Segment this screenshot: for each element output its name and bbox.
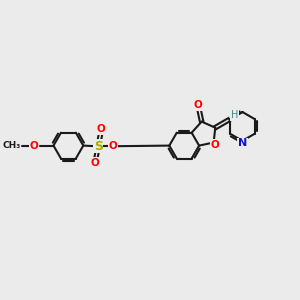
Text: O: O [194,100,203,110]
Text: S: S [94,140,103,153]
Text: H: H [231,110,238,120]
Text: N: N [238,138,247,148]
Text: O: O [109,141,117,151]
Text: O: O [91,158,100,168]
Text: O: O [97,124,106,134]
Text: O: O [211,140,220,150]
Text: CH₃: CH₃ [2,141,20,150]
Text: O: O [29,141,38,151]
